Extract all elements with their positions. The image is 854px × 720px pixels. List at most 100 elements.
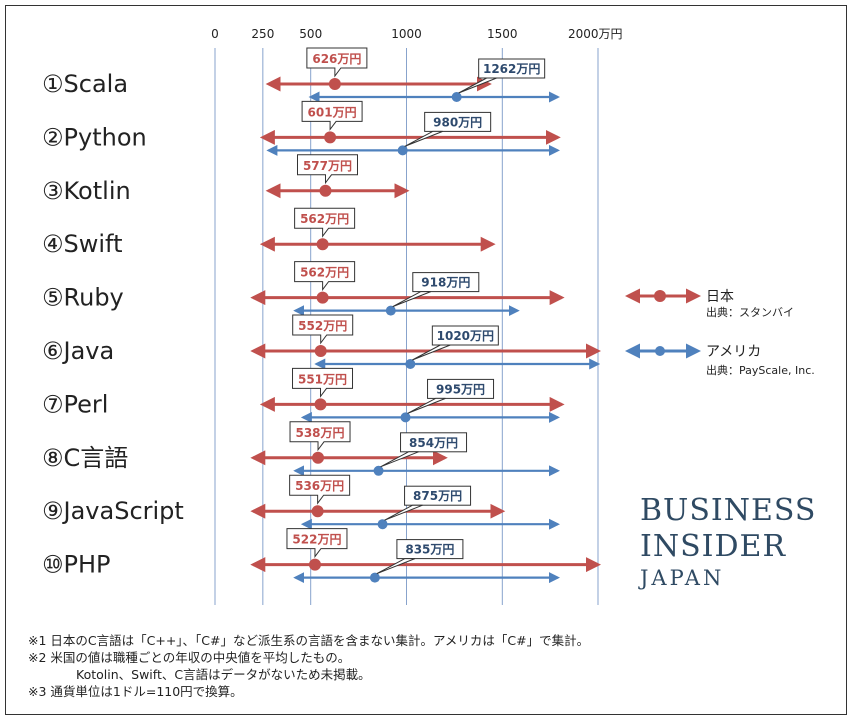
japan-median-label: 536万円: [295, 479, 344, 493]
language-label: ①Scala: [42, 70, 128, 98]
america-callout-pointer: [392, 291, 431, 308]
japan-median-label: 538万円: [295, 426, 344, 440]
japan-median-dot: [311, 505, 324, 518]
japan-median-label: 522万円: [292, 533, 341, 547]
language-label: ③Kotlin: [42, 177, 131, 205]
logo-line-1: BUSINESS: [640, 493, 817, 528]
business-insider-japan-logo: BUSINESS INSIDER JAPAN: [640, 496, 816, 589]
america-median-label: 854万円: [409, 436, 458, 450]
america-median-dot: [451, 92, 462, 102]
america-median-callout: [400, 432, 468, 453]
america-callout-pointer: [458, 77, 497, 94]
japan-median-dot: [328, 78, 341, 90]
language-label: ⑨JavaScript: [42, 497, 184, 525]
japan-median-callout: [294, 207, 356, 238]
footnotes: ※1 日本のC言語は「C++」、「C#」など派生系の言語を含まない集計。アメリカ…: [28, 632, 589, 700]
america-median-label: 835万円: [405, 543, 454, 557]
america-median-dot: [405, 359, 416, 369]
japan-median-label: 551万円: [298, 372, 347, 386]
language-label: ②Python: [42, 123, 147, 151]
logo-line-3: JAPAN: [640, 566, 725, 590]
language-label: ⑩PHP: [42, 551, 111, 579]
japan-median-dot: [314, 345, 327, 357]
language-row: ⑤Ruby 562万円 918万円: [42, 261, 565, 317]
japan-median-label: 562万円: [300, 212, 349, 226]
america-median-callout: [427, 378, 495, 399]
x-tick-label: 1500: [487, 27, 518, 41]
japan-median-callout: [286, 528, 348, 559]
america-median-dot: [373, 465, 384, 476]
x-tick-label: 250: [251, 27, 274, 41]
japan-median-callout: [292, 314, 354, 345]
japan-median-dot: [316, 238, 329, 251]
japan-median-dot: [324, 131, 337, 144]
america-median-dot: [369, 572, 380, 583]
language-row: ③Kotlin 577万円: [42, 154, 410, 205]
america-median-callout: [412, 272, 480, 293]
legend-us-dot: [655, 346, 665, 356]
legend-us-source: 出典：PayScale, Inc.: [706, 363, 815, 377]
x-tick-label: 500: [299, 27, 322, 41]
america-callout-pointer: [404, 130, 443, 147]
legend-us-name: アメリカ: [706, 344, 761, 360]
japan-median-dot: [316, 291, 329, 304]
language-row: ②Python 601万円 980万円: [42, 100, 561, 156]
japan-median-callout: [289, 474, 351, 505]
japan-median-callout: [294, 261, 356, 292]
america-median-dot: [377, 519, 388, 530]
japan-median-callout: [301, 100, 363, 131]
footnote-3: ※3 通貨単位は1ドル=110円で換算。: [28, 684, 243, 699]
america-median-callout: [396, 539, 464, 560]
america-median-label: 1262万円: [483, 62, 540, 76]
japan-median-label: 577万円: [303, 159, 352, 173]
japan-median-callout: [289, 421, 351, 452]
footnote-1: ※1 日本のC言語は「C++」、「C#」など派生系の言語を含まない集計。アメリカ…: [28, 633, 590, 648]
america-median-dot: [400, 412, 411, 423]
japan-median-dot: [314, 398, 327, 411]
language-row: ⑩PHP 522万円 835万円: [42, 528, 601, 584]
america-callout-pointer: [407, 397, 446, 414]
america-median-label: 995万円: [436, 382, 485, 396]
japan-median-dot: [308, 558, 321, 571]
america-median-label: 1020万円: [437, 329, 494, 343]
language-label: ⑤Ruby: [42, 284, 124, 312]
america-median-callout: [404, 485, 472, 506]
logo-line-2: INSIDER: [640, 529, 787, 564]
language-row: ④Swift 562万円: [42, 207, 496, 258]
japan-median-callout: [292, 367, 354, 398]
legend: 日本 出典：スタンバイ アメリカ 出典：PayScale, Inc.: [625, 288, 815, 377]
legend-jp-name: 日本: [706, 289, 734, 305]
language-row: ⑨JavaScript 536万円 875万円: [42, 474, 560, 530]
language-label: ⑦Perl: [42, 390, 108, 418]
america-median-dot: [397, 145, 408, 156]
language-row: ⑥Java 552万円 1020万円: [42, 314, 601, 370]
japan-median-dot: [312, 451, 325, 464]
america-median-dot: [385, 305, 396, 316]
figure-frame: [5, 5, 847, 715]
footnote-2-continued: Kotolin、Swift、C言語はデータがないため未掲載。: [76, 667, 371, 682]
x-tick-label: 2000万円: [568, 27, 623, 41]
america-median-label: 875万円: [413, 489, 462, 503]
language-label: ④Swift: [42, 230, 122, 258]
language-label: ⑥Java: [42, 337, 114, 365]
japan-median-label: 562万円: [300, 266, 349, 280]
america-callout-pointer: [380, 451, 419, 468]
america-callout-pointer: [384, 504, 423, 521]
x-tick-label: 1000: [391, 27, 422, 41]
japan-median-label: 626万円: [312, 52, 361, 66]
x-tick-label: 0: [211, 27, 219, 41]
america-median-callout: [478, 58, 546, 79]
legend-jp-source: 出典：スタンバイ: [706, 305, 794, 319]
language-row: ⑦Perl 551万円 995万円: [42, 367, 565, 423]
america-median-label: 918万円: [421, 276, 470, 290]
japan-median-dot: [319, 184, 332, 197]
japan-median-label: 552万円: [298, 319, 347, 333]
legend-jp-dot: [654, 290, 666, 302]
japan-median-callout: [296, 154, 358, 185]
america-callout-pointer: [376, 558, 416, 575]
america-median-label: 980万円: [433, 115, 482, 129]
america-median-callout: [431, 325, 499, 346]
america-callout-pointer: [412, 344, 451, 361]
japan-median-callout: [306, 47, 368, 78]
